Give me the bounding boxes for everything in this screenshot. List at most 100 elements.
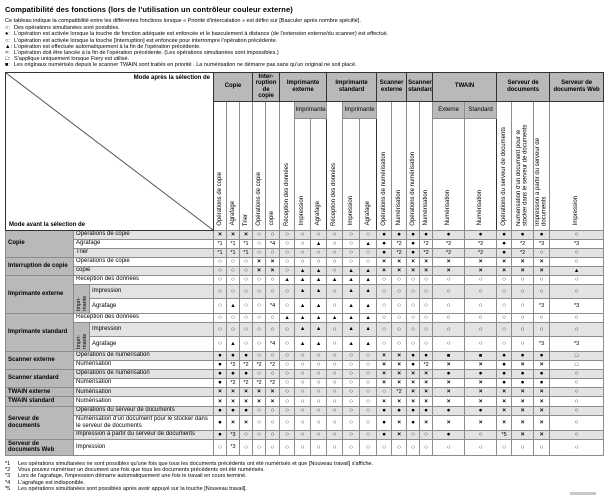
compat-cell: ○ <box>310 414 328 431</box>
compat-cell: ○ <box>419 438 434 456</box>
compat-cell: *3 <box>226 429 241 440</box>
corner-cell: Mode après la sélection de Mode avant la … <box>4 71 215 231</box>
compat-cell: *2 <box>239 377 254 388</box>
legend-text: L'opération est activée lorsque la touch… <box>14 37 278 44</box>
compat-cell: ▲ <box>359 312 378 323</box>
compat-cell: ○ <box>279 229 296 240</box>
compat-cell: × <box>213 229 228 240</box>
compat-cell: × <box>406 386 421 398</box>
column-group-header: TWAIN <box>432 71 498 102</box>
compat-cell: ○ <box>279 321 296 338</box>
compat-cell: *3 <box>533 298 551 314</box>
compat-cell: ▲ <box>226 298 241 314</box>
compat-cell: × <box>391 359 408 370</box>
compat-cell: × <box>432 265 466 276</box>
row-label: Impression <box>72 438 215 456</box>
compat-cell: ● <box>511 229 535 240</box>
column-group-header: Scanner standard <box>406 71 434 102</box>
compat-cell: ○ <box>464 312 498 323</box>
compat-cell: ○ <box>432 312 466 323</box>
compat-cell: ○ <box>342 238 361 249</box>
compat-cell: ○ <box>294 256 312 267</box>
compat-cell: ○ <box>326 438 344 456</box>
compat-cell: ○ <box>279 377 296 388</box>
compat-cell: *2 <box>419 238 434 249</box>
compat-cell: ○ <box>265 229 281 240</box>
compat-cell: ○ <box>511 283 535 300</box>
compat-cell: ● <box>419 229 434 240</box>
legend: ○Des opérations simultanées sont possibl… <box>5 25 604 68</box>
column-header: Opérations de numérisation <box>376 100 393 231</box>
legend-line: ○Des opérations simultanées sont possibl… <box>5 25 604 31</box>
compat-cell: ○ <box>326 229 344 240</box>
compat-cell: ▲ <box>310 298 328 314</box>
compat-cell: ○ <box>265 405 281 416</box>
compat-cell: ○ <box>342 368 361 379</box>
legend-line: ▲L'opération est effectuée automatiqueme… <box>5 44 604 50</box>
compat-cell: ○ <box>359 229 378 240</box>
row-label: Impression à partir du serveur de docume… <box>72 429 215 440</box>
compat-cell: × <box>511 265 535 276</box>
column-header: Réception des données <box>279 100 296 231</box>
compat-cell: ▲ <box>294 283 312 300</box>
column-header: Opérations de numérisation <box>406 100 421 231</box>
compat-cell: ▲ <box>310 238 328 249</box>
compat-cell: × <box>252 396 267 407</box>
compat-cell: × <box>376 256 393 267</box>
compat-cell: ○ <box>294 359 312 370</box>
compat-cell: ○ <box>359 377 378 388</box>
compat-cell: *2 <box>432 238 466 249</box>
compat-cell: ○ <box>376 274 393 285</box>
legend-symbol: ● <box>5 31 14 37</box>
compat-cell: ● <box>213 350 228 361</box>
compat-cell: *2 <box>226 377 241 388</box>
compat-cell: ▲ <box>294 321 312 338</box>
mode-before-label: Mode avant la sélection de <box>9 221 86 228</box>
compat-cell: × <box>464 256 498 267</box>
column-header: Agrafage <box>310 117 328 231</box>
footnotes: *1 Les opérations simultanées ne sont pos… <box>5 461 604 492</box>
compat-cell: ○ <box>265 429 281 440</box>
row-label: copie <box>72 265 215 276</box>
compat-cell: ○ <box>310 405 328 416</box>
compat-cell: ● <box>511 377 535 388</box>
compat-cell: ● <box>496 238 513 249</box>
legend-text: S'applique uniquement lorsque Fiery est … <box>14 56 130 63</box>
compat-cell: ○ <box>252 229 267 240</box>
compat-cell: × <box>376 350 393 361</box>
compat-cell: × <box>391 350 408 361</box>
compat-cell: ○ <box>239 336 254 352</box>
compat-cell: ○ <box>213 321 228 338</box>
legend-text: L'opération doit être lancée à la fin de… <box>14 50 279 57</box>
row-group-label: Serveur de documents <box>5 405 74 440</box>
compat-cell: ▲ <box>294 298 312 314</box>
compat-cell: ● <box>376 414 393 431</box>
footnote-ref: *5 <box>5 485 11 492</box>
compat-cell: ○ <box>496 298 513 314</box>
compat-cell: ○ <box>419 336 434 352</box>
column-header-text: Opérations de copie <box>216 171 223 226</box>
compat-cell: ○ <box>252 238 267 249</box>
compat-cell: ■ <box>432 350 466 361</box>
compat-cell: ○ <box>279 336 296 352</box>
row-label: Numérisation <box>72 396 215 407</box>
legend-line: ×L'opération doit être lancée à la fin d… <box>5 50 604 56</box>
row-group-label: Scanner standard <box>5 368 74 388</box>
compat-cell: ○ <box>310 429 328 440</box>
legend-line: ○L'opération est activée lorsque la touc… <box>5 38 604 44</box>
compat-cell: × <box>239 386 254 398</box>
compat-cell: ○ <box>549 368 604 379</box>
compat-cell: ○ <box>511 274 535 285</box>
compat-cell: ○ <box>310 438 328 456</box>
row-label: Trier <box>72 247 215 258</box>
compat-cell: ▲ <box>294 274 312 285</box>
legend-symbol: ■ <box>5 62 14 68</box>
compat-cell: × <box>226 386 241 398</box>
compat-cell: ● <box>496 359 513 370</box>
compat-cell: ○ <box>265 321 281 338</box>
compat-cell: ● <box>496 247 513 258</box>
compat-cell: ○ <box>533 312 551 323</box>
compat-cell: ○ <box>252 298 267 314</box>
compat-cell: ○ <box>496 274 513 285</box>
compat-cell: ● <box>406 238 421 249</box>
